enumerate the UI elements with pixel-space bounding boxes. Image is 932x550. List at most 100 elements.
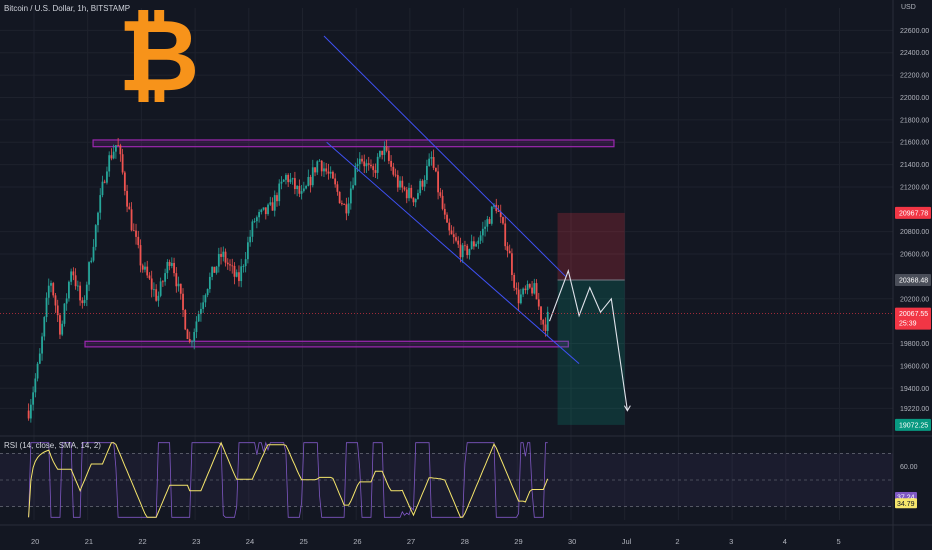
y-tick-label: 20600.00 — [900, 252, 929, 259]
candle — [443, 203, 446, 220]
candle-body — [45, 297, 48, 318]
channel-lower-line — [326, 141, 580, 365]
candle — [537, 292, 540, 310]
x-tick-label: 2 — [675, 537, 679, 546]
candle-body — [173, 262, 175, 274]
candle — [394, 168, 397, 178]
candle — [336, 181, 339, 196]
candle-body — [186, 329, 189, 340]
candle-body — [135, 230, 137, 237]
candle-body — [253, 221, 256, 223]
candle — [54, 293, 57, 313]
candle-body — [264, 207, 267, 215]
candle-body — [242, 266, 245, 267]
candle-body — [392, 166, 395, 175]
candle-body — [247, 242, 249, 260]
candle — [479, 231, 482, 245]
candle — [408, 182, 410, 202]
candle-body — [504, 223, 507, 247]
candle — [401, 176, 404, 193]
candle — [385, 139, 388, 153]
candle-body — [240, 266, 243, 282]
take-profit-area — [557, 279, 625, 425]
candle — [191, 339, 193, 348]
candle — [524, 285, 527, 294]
candle-body — [251, 221, 254, 237]
candle — [211, 266, 214, 281]
candle — [477, 237, 480, 249]
candle-body — [130, 209, 133, 231]
candle-body — [323, 168, 325, 172]
candle-body — [544, 324, 547, 331]
candle — [249, 229, 252, 247]
candle — [81, 297, 84, 309]
candle — [112, 144, 115, 160]
candle-body — [448, 222, 451, 231]
candle-body — [405, 189, 408, 199]
candle — [99, 188, 102, 220]
candle-body — [159, 281, 162, 296]
rsi-badge — [895, 498, 917, 509]
candle-body — [517, 289, 520, 304]
candle — [193, 328, 196, 350]
candle-body — [123, 172, 126, 191]
candle-body — [289, 179, 292, 183]
candle — [423, 175, 426, 192]
candle — [352, 177, 354, 191]
candle — [338, 191, 341, 204]
bitcoin-logo-icon: ₿ — [118, 0, 200, 114]
candle-body — [437, 171, 439, 193]
candle — [50, 280, 52, 293]
candle-body — [164, 273, 167, 282]
candle — [441, 189, 444, 211]
candle — [217, 247, 220, 273]
candle-body — [508, 250, 511, 254]
candle — [300, 184, 303, 200]
candle — [41, 332, 43, 361]
candle — [79, 281, 81, 306]
candle-body — [81, 300, 84, 304]
channel-upper-line — [323, 35, 566, 277]
candle-body — [327, 171, 330, 174]
candle — [367, 156, 370, 171]
candle — [264, 207, 267, 220]
x-tick-label: Jul — [622, 537, 632, 546]
candle-body — [213, 266, 216, 273]
candle-body — [428, 158, 431, 166]
x-tick-label: 26 — [353, 537, 361, 546]
candle-body — [412, 197, 415, 203]
rsi-indicator-title[interactable]: RSI (14, close, SMA, 14, 2) — [4, 441, 101, 450]
candle — [59, 312, 61, 339]
candle — [188, 331, 191, 344]
candle-body — [139, 245, 142, 266]
candle-body — [54, 295, 57, 306]
candle-body — [76, 285, 79, 287]
candle-body — [403, 187, 406, 190]
candle-body — [94, 225, 97, 247]
price-badge — [895, 206, 931, 219]
x-tick-label: 24 — [246, 537, 254, 546]
candle-body — [110, 155, 113, 159]
x-tick-label: 23 — [192, 537, 200, 546]
candle-body — [29, 404, 32, 419]
candle — [108, 151, 111, 177]
candle-body — [396, 175, 399, 188]
price-badge-label: 20368.48 — [899, 277, 928, 284]
x-tick-label: 30 — [568, 537, 576, 546]
candle — [515, 282, 518, 295]
candle-body — [524, 288, 527, 291]
symbol-title[interactable]: Bitcoin / U.S. Dollar, 1h, BITSTAMP — [4, 4, 131, 13]
candle — [381, 150, 384, 160]
candle — [421, 179, 424, 191]
candle — [27, 403, 30, 421]
candle — [320, 160, 323, 177]
candle — [526, 280, 529, 295]
candle-body — [464, 245, 466, 247]
candle — [354, 162, 357, 186]
candle-body — [179, 283, 182, 294]
candle — [235, 269, 238, 278]
candle — [361, 155, 363, 164]
candle — [414, 198, 417, 208]
candle-body — [352, 185, 354, 189]
